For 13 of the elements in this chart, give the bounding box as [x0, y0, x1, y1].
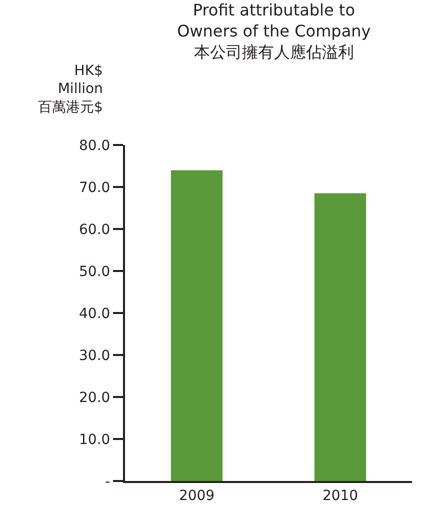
- y-tick-label: 30.0: [79, 348, 110, 364]
- y-tick-label: 60.0: [79, 222, 110, 238]
- y-axis-title: HK$ Million 百萬港元$: [38, 63, 103, 116]
- x-tick-label: 2010: [322, 488, 358, 504]
- y-tick-label: 20.0: [79, 390, 110, 406]
- y-tick-label: 10.0: [79, 432, 110, 448]
- y-tick-label: 50.0: [79, 264, 110, 280]
- y-tick-label: 80.0: [79, 138, 110, 154]
- chart-title: Profit attributable to Owners of the Company 本公司擁有人應佔溢利: [177, 0, 371, 62]
- y-tick-label: 70.0: [79, 180, 110, 196]
- y-tick-label: -: [105, 474, 110, 490]
- y-tick-label: 40.0: [79, 306, 110, 322]
- x-tick-label: 2009: [178, 488, 215, 504]
